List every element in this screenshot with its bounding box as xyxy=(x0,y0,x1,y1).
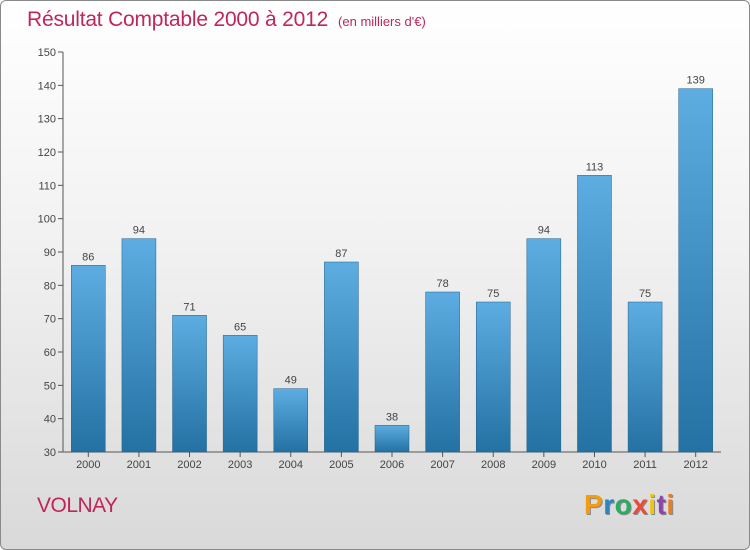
logo-letter: x xyxy=(632,489,649,520)
data-label-2004: 49 xyxy=(285,375,297,387)
y-tick-label: 140 xyxy=(38,80,56,92)
bar-2008 xyxy=(475,301,511,453)
data-label-2012: 139 xyxy=(687,75,705,87)
y-tick-label: 60 xyxy=(44,347,56,359)
logo-letter: i xyxy=(648,489,657,520)
y-tick-label: 100 xyxy=(38,214,56,226)
x-tick-label-2012: 2012 xyxy=(683,459,707,471)
logo-letter: r xyxy=(603,489,615,520)
data-label-2007: 78 xyxy=(436,278,448,290)
y-tick-label: 70 xyxy=(44,314,56,326)
bar-2001 xyxy=(121,238,157,453)
bar-2005 xyxy=(324,261,359,453)
data-label-2000: 86 xyxy=(82,251,94,263)
x-tick-label-2006: 2006 xyxy=(380,459,404,471)
bar-2002 xyxy=(172,315,207,453)
x-tick-label-2007: 2007 xyxy=(430,459,454,471)
logo-letter: i xyxy=(666,489,675,520)
proxiti-logo: Proxiti xyxy=(584,489,675,521)
y-tick-label: 80 xyxy=(44,280,56,292)
bar-2003 xyxy=(222,335,258,453)
logo-letter: o xyxy=(614,489,633,520)
y-tick-label: 40 xyxy=(44,414,56,426)
bar-2000 xyxy=(71,265,106,453)
x-tick-label-2009: 2009 xyxy=(532,459,556,471)
y-tick-label: 50 xyxy=(44,380,56,392)
data-label-2003: 65 xyxy=(234,321,246,333)
logo-letter: P xyxy=(584,489,604,520)
bar-2011 xyxy=(627,301,663,453)
x-tick-label-2011: 2011 xyxy=(633,459,657,471)
bar-2009 xyxy=(526,238,562,453)
logo-letter: t xyxy=(656,489,667,520)
data-label-2001: 94 xyxy=(133,225,145,237)
y-tick-label: 120 xyxy=(38,147,56,159)
y-tick-label: 130 xyxy=(38,114,56,126)
x-tick-label-2002: 2002 xyxy=(177,459,201,471)
commune-name: VOLNAY xyxy=(37,494,118,517)
x-tick-label-2003: 2003 xyxy=(228,459,252,471)
bar-2004 xyxy=(273,388,309,453)
x-tick-label-2005: 2005 xyxy=(329,459,353,471)
data-label-2006: 38 xyxy=(386,411,398,423)
bar-2010 xyxy=(577,175,612,453)
data-label-2008: 75 xyxy=(487,288,499,300)
x-tick-label-2000: 2000 xyxy=(76,459,100,471)
chart-subtitle: (en milliers d'€) xyxy=(338,14,426,29)
data-label-2009: 94 xyxy=(538,225,550,237)
x-tick-label-2008: 2008 xyxy=(481,459,505,471)
data-label-2011: 75 xyxy=(639,288,651,300)
y-tick-label: 30 xyxy=(44,447,56,459)
data-label-2005: 87 xyxy=(335,248,347,260)
data-label-2002: 71 xyxy=(183,301,195,313)
bar-2012 xyxy=(678,88,713,453)
bars xyxy=(71,88,713,453)
x-tick-label-2004: 2004 xyxy=(279,459,303,471)
chart-title: Résultat Comptable 2000 à 2012 xyxy=(27,8,329,31)
y-tick-label: 90 xyxy=(44,247,56,259)
data-label-2010: 113 xyxy=(586,161,604,173)
bar-2006 xyxy=(374,425,410,453)
x-tick-label-2010: 2010 xyxy=(582,459,606,471)
y-tick-label: 150 xyxy=(38,47,56,59)
data-labels: 86 94 71 65 49 87 38 78 75 94 113 75 139 xyxy=(82,75,705,424)
title-block: Résultat Comptable 2000 à 2012 (en millie… xyxy=(27,8,426,32)
bar-2007 xyxy=(425,291,460,453)
x-tick-label-2001: 2001 xyxy=(127,459,151,471)
y-tick-label: 110 xyxy=(38,180,56,192)
